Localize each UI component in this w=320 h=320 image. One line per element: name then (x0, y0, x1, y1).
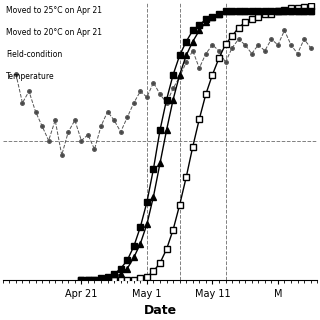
Text: Moved to 20°C on Apr 21: Moved to 20°C on Apr 21 (6, 28, 102, 37)
X-axis label: Date: Date (143, 304, 177, 317)
Text: Temperature: Temperature (6, 72, 54, 81)
Text: Moved to 25°C on Apr 21: Moved to 25°C on Apr 21 (6, 5, 102, 14)
Text: Field-condition: Field-condition (6, 50, 62, 59)
